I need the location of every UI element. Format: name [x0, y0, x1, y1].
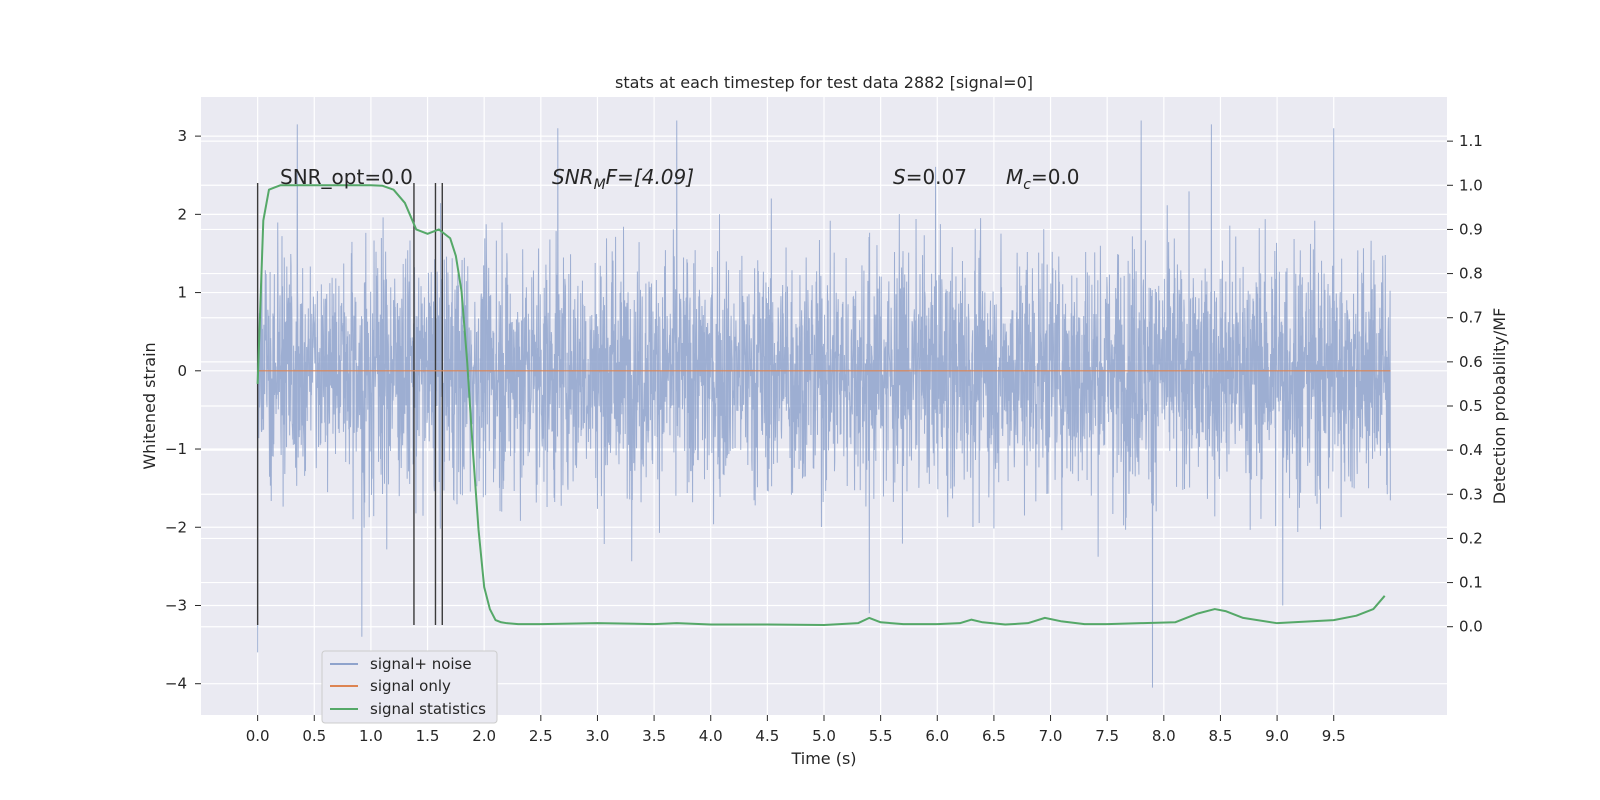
annotation-snr-mf: SNRMF=[4.09]	[552, 165, 694, 193]
annotation-snr-mf-sub: M	[594, 177, 606, 193]
signal-noise-series	[257, 120, 1391, 688]
x-tick-label: 1.0	[359, 727, 383, 745]
chart-title: stats at each timestep for test data 288…	[615, 73, 1033, 92]
x-axis-label: Time (s)	[790, 749, 856, 768]
signal-statistics-series	[256, 184, 1386, 626]
y-tick-label: 2	[177, 205, 187, 223]
y2-tick-label: 0.7	[1459, 309, 1483, 327]
x-tick-label: 7.0	[1039, 727, 1063, 745]
annotation-snr-mf-main: SNR	[552, 165, 594, 189]
legend-box	[321, 650, 498, 724]
y2-tick-label: 0.6	[1459, 353, 1483, 371]
x-tick-label: 4.5	[755, 727, 779, 745]
y2-tick-label: 0.9	[1459, 220, 1483, 238]
x-tick-label: 8.5	[1209, 727, 1233, 745]
legend-label-signal-only: signal only	[370, 677, 451, 695]
y-axis-label: Whitened strain	[140, 342, 159, 469]
annotation-s: S=0.07	[893, 165, 967, 189]
x-tick-label: 4.0	[699, 727, 723, 745]
y2-ticks: 1.1 1.0 0.9 0.8 0.7 0.6 0.5 0.4 0.3 0.2 0.1 0.0	[1447, 132, 1483, 636]
x-tick-label: 3.0	[586, 727, 610, 745]
annotation-mc-sub: c	[1023, 177, 1031, 193]
y2-tick-label: 0.5	[1459, 397, 1483, 415]
x-tick-label: 8.0	[1152, 727, 1176, 745]
legend-label-signal-statistics: signal statistics	[370, 700, 486, 718]
y2-tick-label: 1.0	[1459, 176, 1483, 194]
x-tick-label: 6.5	[982, 727, 1006, 745]
y2-tick-label: 1.1	[1459, 132, 1483, 150]
x-tick-label: 5.5	[869, 727, 893, 745]
x-ticks: 0.0 0.5 1.0 1.5 2.0 2.5 3.0 3.5 4.0 4.5 5.0 5.5 6.0 6…	[246, 715, 1346, 745]
x-tick-label: 9.0	[1265, 727, 1289, 745]
annotation-snr-mf-rest: F=[4.09]	[606, 165, 694, 189]
y2-axis-label: Detection probability/MF	[1490, 308, 1509, 505]
x-tick-label: 9.5	[1322, 727, 1346, 745]
y2-tick-label: 0.1	[1459, 574, 1483, 592]
y-tick-label: −3	[165, 596, 187, 614]
legend-label-signal-noise: signal+ noise	[370, 655, 472, 673]
y-tick-label: −2	[165, 518, 187, 536]
signal-noise-line	[257, 120, 1391, 688]
annotation-s-main: S	[893, 165, 906, 189]
annotation-mc-rest: =0.0	[1031, 165, 1080, 189]
y2-tick-label: 0.8	[1459, 265, 1483, 283]
x-tick-label: 2.0	[472, 727, 496, 745]
x-tick-label: 2.5	[529, 727, 553, 745]
y-tick-label: 3	[177, 127, 187, 145]
y2-tick-label: 0.2	[1459, 529, 1483, 547]
y-tick-label: 1	[177, 284, 187, 302]
y2-tick-label: 0.0	[1459, 618, 1483, 636]
y2-tick-label: 0.4	[1459, 441, 1483, 459]
x-tick-label: 0.0	[246, 727, 270, 745]
y-tick-label: −4	[165, 675, 187, 693]
x-tick-label: 0.5	[302, 727, 326, 745]
y2-tick-label: 0.3	[1459, 485, 1483, 503]
y-ticks: 3 2 1 0 −1 −2 −3 −4	[165, 127, 201, 693]
legend: signal+ noise signal only signal statist…	[321, 650, 498, 724]
x-tick-label: 1.5	[416, 727, 440, 745]
annotation-mc: Mc=0.0	[1006, 165, 1080, 193]
signal-statistics-line	[256, 184, 1386, 626]
x-tick-label: 3.5	[642, 727, 666, 745]
annotation-mc-main: M	[1006, 165, 1023, 189]
x-tick-label: 5.0	[812, 727, 836, 745]
y-tick-label: 0	[177, 362, 187, 380]
annotation-s-rest: =0.07	[906, 165, 967, 189]
y-tick-label: −1	[165, 440, 187, 458]
annotation-snr-opt: SNR_opt=0.0	[280, 165, 413, 189]
x-tick-label: 7.5	[1095, 727, 1119, 745]
vertical-markers	[256, 183, 443, 626]
x-tick-label: 6.0	[925, 727, 949, 745]
